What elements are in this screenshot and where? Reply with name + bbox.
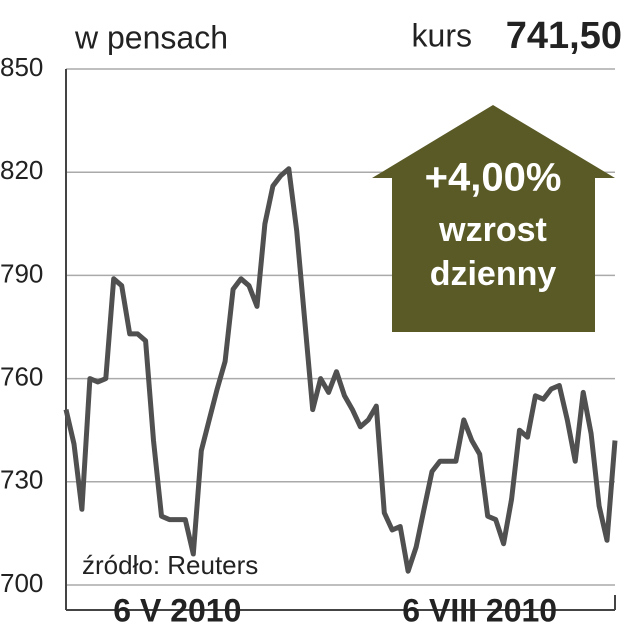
- y-tick-label: 790: [0, 258, 43, 288]
- source: źródło: Reuters: [82, 550, 258, 580]
- y-tick-label: 700: [0, 568, 43, 598]
- change-text: wzrost: [438, 211, 547, 249]
- price-value: 741,50: [506, 15, 622, 57]
- y-tick-label: 760: [0, 361, 43, 391]
- price-line: [63, 166, 618, 574]
- x-tick-label: 6 V 2010: [113, 592, 241, 628]
- y-tick-label: 820: [0, 155, 43, 185]
- x-tick-label: 6 VIII 2010: [402, 592, 557, 628]
- y-tick-label: 850: [0, 52, 43, 82]
- price-label: kurs: [412, 17, 472, 53]
- change-arrow: [372, 105, 615, 332]
- change-text: dzienny: [430, 255, 557, 293]
- subtitle: w pensach: [74, 19, 228, 55]
- change-value: +4,00%: [425, 156, 562, 200]
- y-tick-label: 730: [0, 465, 43, 495]
